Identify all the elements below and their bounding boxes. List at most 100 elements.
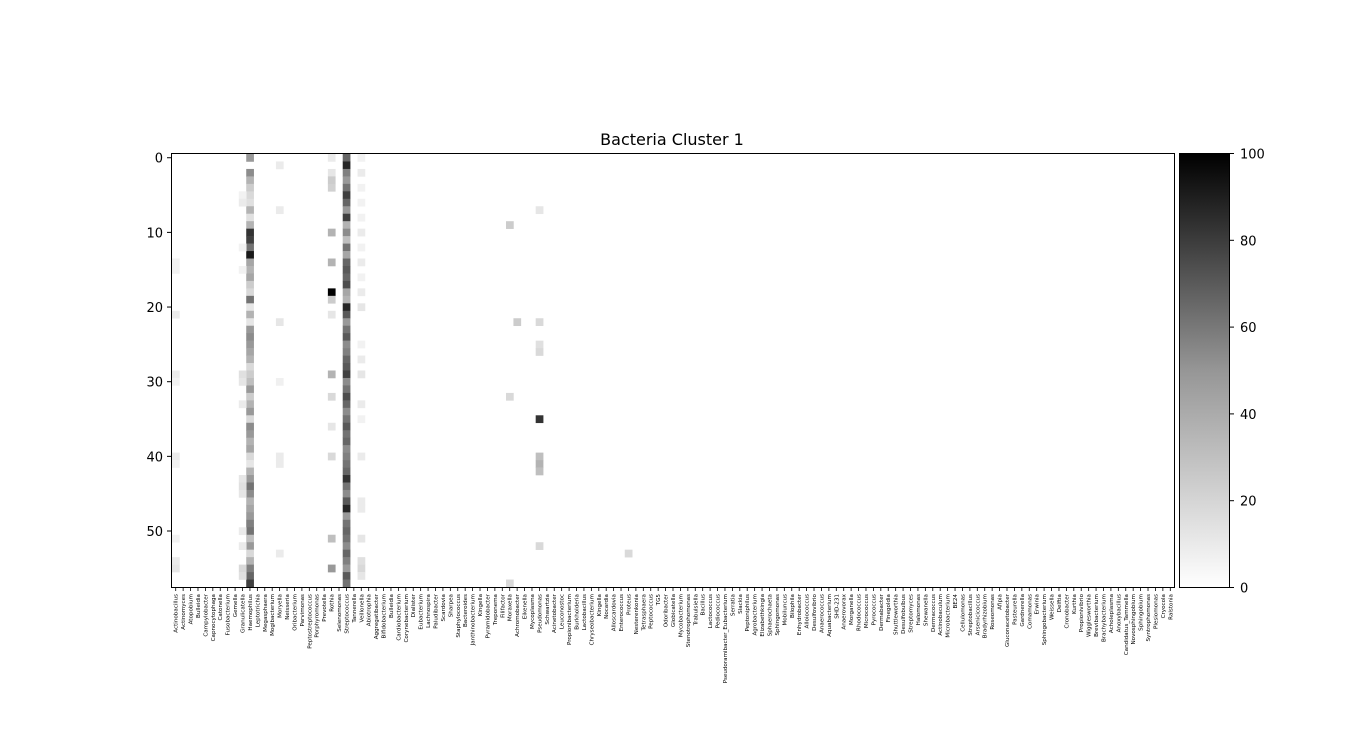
x-tick-label: Paludibacter — [433, 593, 439, 628]
heatmap-cell — [342, 497, 351, 506]
heatmap-cell — [357, 258, 366, 267]
y-tick-label: 0 — [155, 152, 163, 167]
x-tick-label: Moraxella — [508, 594, 514, 621]
heatmap-cell — [357, 504, 366, 513]
heatmap-cell — [342, 363, 351, 371]
x-tick-label: Propionibacterium — [567, 594, 573, 645]
x-tick-label: Halomonas — [916, 594, 922, 625]
heatmap-cell — [246, 265, 254, 274]
x-tick-label: BE24 — [953, 594, 959, 609]
x-tick-label: Bilophila — [790, 594, 796, 618]
heatmap-cell — [342, 512, 351, 521]
x-tick-label: Acinetobacter — [552, 593, 558, 633]
heatmap-cell — [342, 370, 351, 379]
x-tick-label: Filifactor — [500, 593, 506, 618]
heatmap-cell — [342, 168, 351, 177]
heatmap-cell — [275, 452, 284, 461]
heatmap-cell — [246, 497, 254, 506]
x-tick-label: Peptoniphilus — [745, 594, 751, 632]
heatmap-cell — [246, 228, 254, 237]
heatmap-cell — [357, 400, 366, 409]
heatmap-cell — [238, 482, 247, 491]
heatmap-cell — [246, 512, 254, 521]
x-tick-label: Lactococcus — [708, 594, 714, 628]
x-tick-label: Prevotella — [322, 594, 328, 622]
heatmap-cell — [246, 333, 254, 341]
heatmap-cell — [246, 243, 254, 252]
heatmap-cell — [327, 452, 336, 461]
heatmap-cell — [342, 191, 351, 200]
plot-frame — [171, 153, 1175, 588]
heatmap-cell — [246, 198, 254, 207]
heatmap-cell — [327, 228, 336, 237]
heatmap-cell — [357, 198, 366, 207]
heatmap-cell — [342, 251, 351, 259]
y-tick-label: 10 — [146, 226, 163, 241]
x-tick-label: Streptomyces — [909, 594, 915, 633]
heatmap-cell — [172, 265, 180, 274]
heatmap-cell — [357, 497, 366, 506]
x-tick-label: Desulfobulbus — [901, 594, 907, 634]
heatmap-cell — [624, 549, 633, 558]
x-tick-label: Trabulsiella — [693, 594, 699, 626]
heatmap-cell — [246, 504, 254, 513]
x-tick-label: Leuconostoc — [560, 594, 566, 629]
heatmap-cell — [238, 542, 247, 550]
heatmap-cell — [357, 228, 366, 237]
heatmap-cell — [246, 168, 254, 177]
colorbar-axis: 0 20 40 60 80 100 — [1229, 148, 1265, 597]
x-tick-label: Granulicatella — [241, 594, 247, 633]
heatmap-cell — [246, 467, 254, 476]
heatmap-cell — [342, 265, 351, 274]
x-tick-label: Anaerococcus — [819, 594, 825, 633]
heatmap-cell — [238, 475, 247, 483]
heatmap-cell — [246, 303, 254, 312]
heatmap-cell — [246, 437, 254, 446]
heatmap-cell — [357, 415, 366, 424]
y-tick-label: 50 — [146, 525, 163, 540]
x-tick-label: Cryocola — [1161, 594, 1167, 618]
y-axis: 0 10 20 30 40 50 — [146, 152, 172, 540]
x-tick-label: Finegoldia — [886, 594, 892, 622]
heatmap-cell — [246, 363, 254, 371]
heatmap-cell — [513, 318, 522, 327]
colorbar-tick-label: 40 — [1240, 408, 1257, 423]
x-tick-label: Aquabacterium — [827, 594, 833, 637]
y-tick-label: 30 — [146, 376, 163, 391]
heatmap-cell — [246, 572, 254, 580]
heatmap-cell — [342, 542, 351, 550]
heatmap-cell — [506, 392, 514, 401]
heatmap-cell — [246, 280, 254, 289]
heatmap-cell — [327, 154, 336, 162]
heatmap-cell — [246, 489, 254, 498]
heatmap-cell — [238, 370, 247, 379]
heatmap-cell — [246, 549, 254, 558]
heatmap-cell — [342, 295, 351, 304]
heatmap-cell — [342, 183, 351, 192]
x-tick-label: Ralstonia — [1168, 594, 1174, 620]
x-tick-label: Capnocytophaga — [211, 594, 217, 641]
heatmap-cell — [172, 534, 180, 543]
x-tick-label: Tetrasphaera — [641, 594, 647, 631]
heatmap-cell — [342, 407, 351, 416]
heatmap-cell — [246, 154, 254, 162]
heatmap-cell — [246, 236, 254, 244]
heatmap-cell — [275, 460, 284, 468]
heatmap-cell — [327, 534, 336, 543]
heatmap-cell — [246, 310, 254, 319]
heatmap-cell — [238, 198, 247, 207]
heatmap-cell — [246, 340, 254, 349]
x-tick-label: Pyrococcus — [871, 594, 877, 625]
x-tick-label: Shuttleworthia — [894, 594, 900, 635]
x-tick-label: Afipia — [998, 594, 1004, 610]
x-tick-label: Anaerovorax — [842, 593, 848, 629]
heatmap-cell — [342, 348, 351, 356]
heatmap-cell — [357, 168, 366, 177]
heatmap-cell — [342, 549, 351, 558]
heatmap-cell — [342, 288, 351, 297]
x-tick-label: Cellulomonas — [960, 594, 966, 632]
x-tick-label: Pediococcus — [716, 594, 722, 628]
x-tick-label: Odoribacter — [664, 593, 670, 627]
x-tick-label: Alloscardovia — [612, 594, 618, 631]
x-tick-label: Sphingomonas — [775, 594, 781, 636]
